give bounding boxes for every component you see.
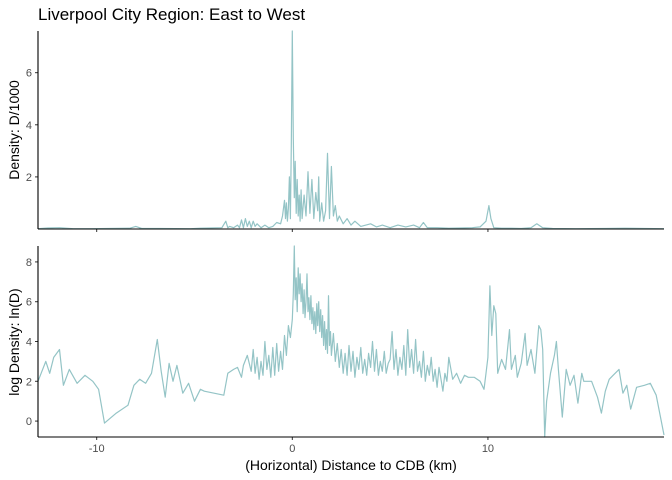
bottom-panel-x-ticks: -10 0 10 — [89, 437, 494, 455]
x-tick-label: 10 — [482, 443, 494, 455]
x-tick-label: 0 — [289, 443, 295, 455]
chart-title: Liverpool City Region: East to West — [38, 5, 305, 24]
density-panel: Density: D/1000 2 4 6 — [6, 30, 665, 232]
top-panel-y-axis-title: Density: D/1000 — [6, 80, 22, 180]
log-density-panel: log Density: ln(D) 0 2 4 6 8 -10 0 10 — [6, 245, 665, 455]
top-panel-plot-area — [37, 30, 665, 230]
y-tick-label: 8 — [26, 257, 32, 269]
series-line — [37, 30, 665, 230]
top-panel-y-ticks: 2 4 6 — [26, 68, 38, 184]
series-line — [37, 245, 665, 438]
y-tick-label: 4 — [26, 120, 32, 132]
bottom-panel-plot-area — [37, 245, 665, 438]
y-tick-label: 6 — [26, 297, 32, 309]
y-tick-label: 0 — [26, 416, 32, 428]
y-tick-label: 2 — [26, 172, 32, 184]
y-tick-label: 2 — [26, 376, 32, 388]
x-axis-title: (Horizontal) Distance to CDB (km) — [245, 457, 457, 473]
y-tick-label: 4 — [26, 337, 32, 349]
bottom-panel-y-ticks: 0 2 4 6 8 — [26, 257, 38, 428]
bottom-panel-y-axis-title: log Density: ln(D) — [6, 288, 22, 395]
x-tick-label: -10 — [89, 443, 105, 455]
y-tick-label: 6 — [26, 68, 32, 80]
